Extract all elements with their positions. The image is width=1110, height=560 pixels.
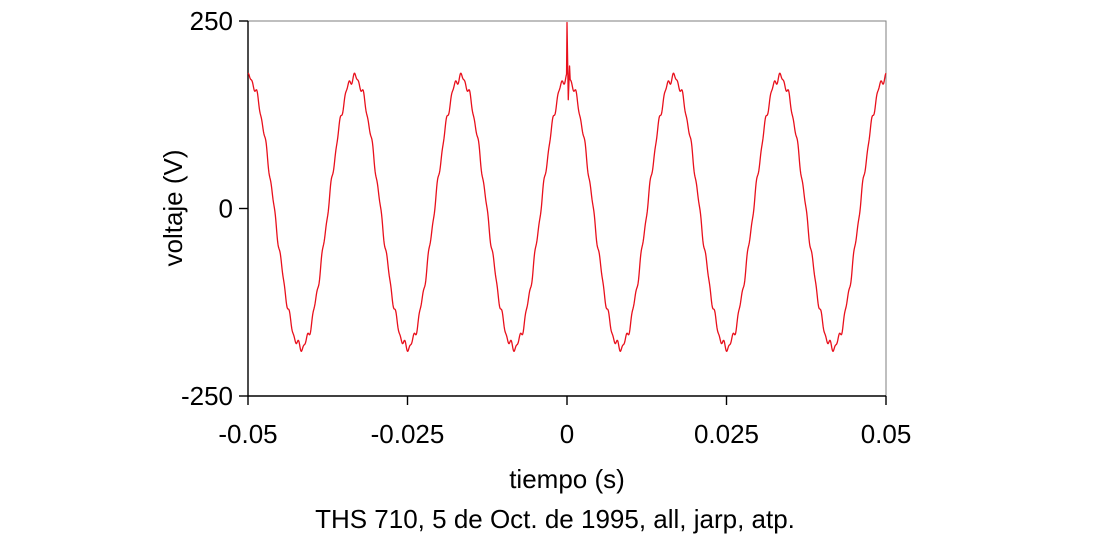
x-tick-label: -0.025 — [371, 419, 445, 449]
x-axis-ticks: -0.05 -0.025 0 0.025 0.05 — [218, 396, 911, 449]
voltage-chart: -0.05 -0.025 0 0.025 0.05 -250 0 250 tiempo (s… — [158, 6, 911, 494]
y-tick-label: 0 — [219, 194, 233, 224]
plot-area-border — [247, 20, 887, 397]
x-tick-label: 0.05 — [861, 419, 912, 449]
y-axis-ticks: -250 0 250 — [181, 6, 248, 411]
plot-frame — [247, 20, 887, 397]
voltage-waveform-line — [247, 21, 887, 353]
x-tick-label: 0 — [560, 419, 574, 449]
x-axis-title: tiempo (s) — [509, 464, 625, 494]
x-tick-label: 0.025 — [694, 419, 759, 449]
y-tick-label: 250 — [190, 6, 233, 36]
x-tick-label: -0.05 — [218, 419, 277, 449]
figure-caption: THS 710, 5 de Oct. de 1995, all, jarp, a… — [315, 504, 795, 534]
y-tick-label: -250 — [181, 381, 233, 411]
y-axis-title: voltaje (V) — [158, 149, 188, 266]
